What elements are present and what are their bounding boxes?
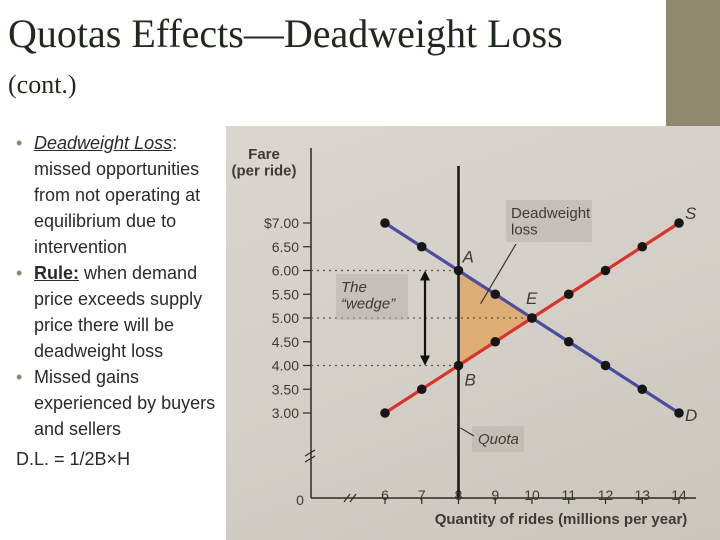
quota-annotation-box xyxy=(472,426,524,452)
deadweight-annotation-box xyxy=(506,200,592,242)
deadweight-loss-annotation: Deadweight loss xyxy=(511,205,591,239)
y-axis-break-mark xyxy=(304,449,316,463)
bullet-text: Missed gains experienced by buyers and s… xyxy=(34,367,216,439)
point-label-b: B xyxy=(465,371,476,390)
supply-point xyxy=(637,241,648,252)
title-accent-bar xyxy=(666,0,720,126)
deadweight-loss-triangle xyxy=(458,270,532,366)
supply-point xyxy=(674,218,684,228)
x-tick-label: 12 xyxy=(598,487,614,503)
bullet-dot-icon: • xyxy=(16,133,23,153)
x-tick-label: 11 xyxy=(561,487,576,503)
y-tick-label: 3.00 xyxy=(272,405,299,421)
x-tick-label: 0 xyxy=(296,492,304,508)
slide-title: Quotas Effects—Deadweight Loss xyxy=(8,11,563,56)
bullet-list: • Deadweight Loss: missed opportunities … xyxy=(16,130,226,472)
bullet-dot-icon: • xyxy=(16,263,23,283)
bullet-dot-icon: • xyxy=(16,367,23,387)
demand-point xyxy=(674,408,684,418)
point-label-a: A xyxy=(462,248,474,267)
y-tick-label: 3.50 xyxy=(272,381,299,397)
y-tick-label: 6.00 xyxy=(272,263,299,279)
wedge-arrow-head-down xyxy=(420,355,430,366)
bullet-item-deadweight-loss: • Deadweight Loss: missed opportunities … xyxy=(16,130,226,260)
demand-point xyxy=(527,313,537,323)
y-tick-label: 4.00 xyxy=(272,358,299,374)
x-tick-label: 14 xyxy=(671,487,687,503)
quota-annotation: Quota xyxy=(478,431,519,448)
bullet-item-rule: • Rule: when demand price exceeds supply… xyxy=(16,260,226,364)
demand-point xyxy=(563,336,574,347)
supply-point xyxy=(600,265,611,276)
supply-point xyxy=(416,384,427,395)
bullet-item-missed-gains: • Missed gains experienced by buyers and… xyxy=(16,364,226,442)
wedge-annotation-box xyxy=(336,274,408,320)
y-tick-label: 4.50 xyxy=(272,334,299,350)
x-tick-label: 9 xyxy=(491,487,499,503)
demand-point xyxy=(416,241,427,252)
bullet-head: Rule: xyxy=(34,263,79,283)
demand-point xyxy=(600,360,611,371)
wedge-annotation: The “wedge” xyxy=(341,279,396,313)
supply-point xyxy=(563,289,574,300)
y-axis-title: Fare (per ride) xyxy=(231,146,296,180)
x-tick-label: 13 xyxy=(634,487,650,503)
deadweight-leader-line xyxy=(480,243,517,305)
y-tick-label: 5.50 xyxy=(272,286,299,302)
supply-point xyxy=(453,360,464,371)
series-label-demand: D xyxy=(685,406,697,425)
wedge-arrow-head-up xyxy=(420,270,430,281)
formula-text: D.L. = 1/2B×H xyxy=(16,449,131,469)
quota-leader-line xyxy=(460,427,475,437)
point-label-e: E xyxy=(526,289,538,308)
y-tick-label: 5.00 xyxy=(272,310,299,326)
y-tick-label: $7.00 xyxy=(264,215,299,231)
demand-point xyxy=(637,384,648,395)
supply-point xyxy=(380,408,390,418)
x-axis-break-mark xyxy=(343,493,357,503)
supply-demand-chart: $7.00 6.50 6.00 5.50 5.00 4.50 4.00 3.50 3.00 0 6 7… xyxy=(231,146,697,528)
x-tick-label: 10 xyxy=(524,487,540,503)
demand-point xyxy=(380,218,390,228)
bullet-text: when demand price exceeds supply price t… xyxy=(34,263,203,361)
slide-subtitle: (cont.) xyxy=(8,70,77,99)
x-axis-title: Quantity of rides (millions per year) xyxy=(435,511,688,528)
chart-photo: $7.00 6.50 6.00 5.50 5.00 4.50 4.00 3.50 3.00 0 6 7… xyxy=(226,126,720,540)
supply-point xyxy=(490,336,501,347)
bullet-head: Deadweight Loss xyxy=(34,133,173,153)
series-label-supply: S xyxy=(685,204,697,223)
x-tick-label: 7 xyxy=(418,487,426,503)
bullet-text: : missed opportunities from not operatin… xyxy=(34,133,201,257)
y-tick-label: 6.50 xyxy=(272,239,299,255)
x-tick-label: 6 xyxy=(381,487,389,503)
demand-point xyxy=(453,265,464,276)
demand-point xyxy=(490,289,501,300)
